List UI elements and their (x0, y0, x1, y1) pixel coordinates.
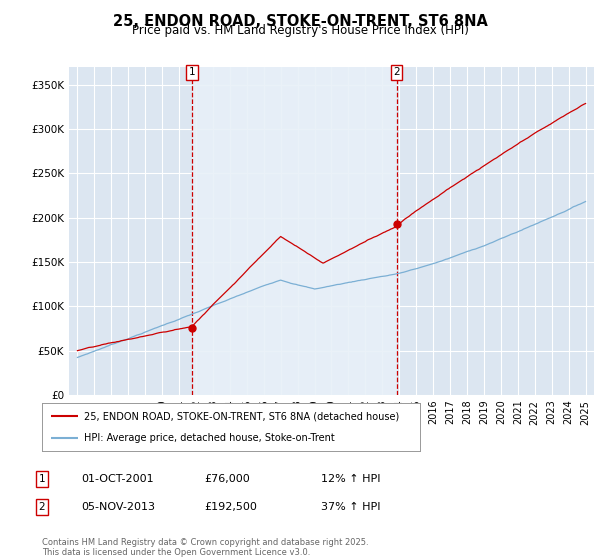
Text: Contains HM Land Registry data © Crown copyright and database right 2025.
This d: Contains HM Land Registry data © Crown c… (42, 538, 368, 557)
Text: 2: 2 (38, 502, 46, 512)
Text: 1: 1 (188, 67, 195, 77)
Text: 25, ENDON ROAD, STOKE-ON-TRENT, ST6 8NA: 25, ENDON ROAD, STOKE-ON-TRENT, ST6 8NA (113, 14, 487, 29)
Text: 1: 1 (38, 474, 46, 484)
Text: 12% ↑ HPI: 12% ↑ HPI (321, 474, 380, 484)
Text: 2: 2 (393, 67, 400, 77)
Text: HPI: Average price, detached house, Stoke-on-Trent: HPI: Average price, detached house, Stok… (83, 433, 334, 443)
Text: 25, ENDON ROAD, STOKE-ON-TRENT, ST6 8NA (detached house): 25, ENDON ROAD, STOKE-ON-TRENT, ST6 8NA … (83, 411, 399, 421)
Text: 05-NOV-2013: 05-NOV-2013 (81, 502, 155, 512)
Text: 01-OCT-2001: 01-OCT-2001 (81, 474, 154, 484)
Text: £192,500: £192,500 (204, 502, 257, 512)
Bar (192, 67, 397, 395)
Text: Price paid vs. HM Land Registry's House Price Index (HPI): Price paid vs. HM Land Registry's House … (131, 24, 469, 37)
Text: 37% ↑ HPI: 37% ↑ HPI (321, 502, 380, 512)
Text: £76,000: £76,000 (204, 474, 250, 484)
